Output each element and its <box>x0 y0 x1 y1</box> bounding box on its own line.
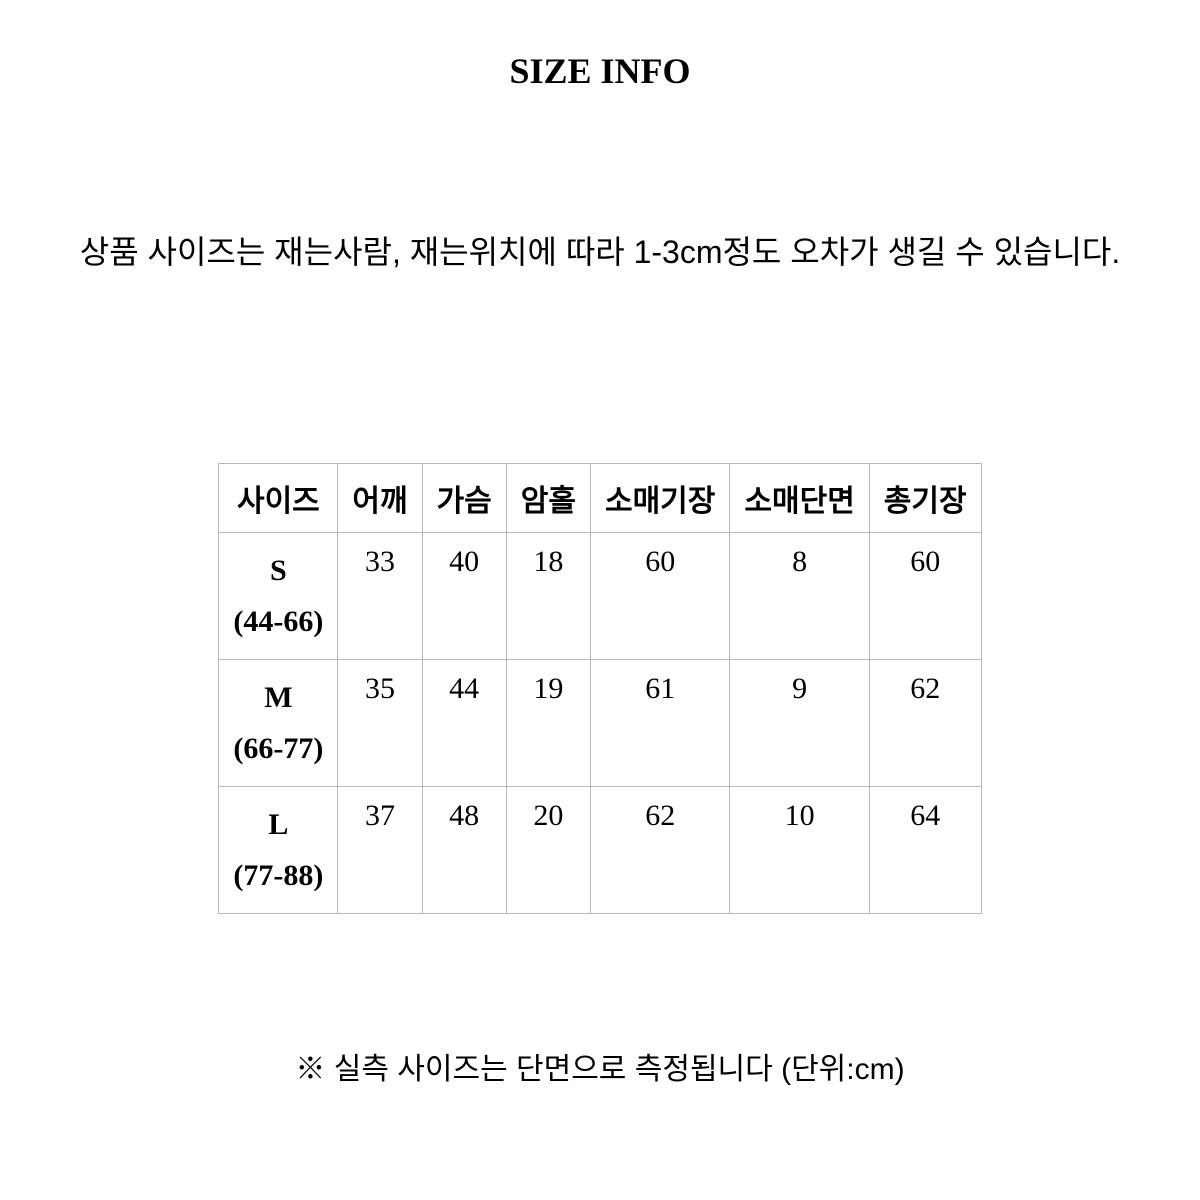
size-cell: S (44-66) <box>219 532 338 659</box>
table-row: S (44-66) 33 40 18 60 8 60 <box>219 532 981 659</box>
column-header-chest: 가슴 <box>422 463 506 532</box>
cell-value: 61 <box>590 659 729 786</box>
size-cell: L (77-88) <box>219 786 338 913</box>
cell-value: 64 <box>869 786 981 913</box>
cell-value: 40 <box>422 532 506 659</box>
cell-value: 33 <box>338 532 422 659</box>
cell-value: 62 <box>869 659 981 786</box>
cell-value: 44 <box>422 659 506 786</box>
column-header-sleeve-width: 소매단면 <box>730 463 869 532</box>
size-table: 사이즈 어깨 가슴 암홀 소매기장 소매단면 총기장 S (44-66) 33 … <box>218 463 981 914</box>
footnote-text: ※ 실측 사이즈는 단면으로 측정됩니다 (단위:cm) <box>50 1044 1150 1088</box>
cell-value: 62 <box>590 786 729 913</box>
cell-value: 37 <box>338 786 422 913</box>
cell-value: 18 <box>506 532 590 659</box>
table-row: M (66-77) 35 44 19 61 9 62 <box>219 659 981 786</box>
column-header-size: 사이즈 <box>219 463 338 532</box>
column-header-total-length: 총기장 <box>869 463 981 532</box>
cell-value: 60 <box>590 532 729 659</box>
cell-value: 35 <box>338 659 422 786</box>
table-header-row: 사이즈 어깨 가슴 암홀 소매기장 소매단면 총기장 <box>219 463 981 532</box>
table-row: L (77-88) 37 48 20 62 10 64 <box>219 786 981 913</box>
table-container: 사이즈 어깨 가슴 암홀 소매기장 소매단면 총기장 S (44-66) 33 … <box>50 463 1150 914</box>
size-range: (66-77) <box>233 732 323 765</box>
size-cell: M (66-77) <box>219 659 338 786</box>
cell-value: 10 <box>730 786 869 913</box>
size-range: (77-88) <box>233 859 323 892</box>
column-header-shoulder: 어깨 <box>338 463 422 532</box>
size-letter: L <box>268 808 288 841</box>
cell-value: 48 <box>422 786 506 913</box>
cell-value: 9 <box>730 659 869 786</box>
cell-value: 8 <box>730 532 869 659</box>
page-title: SIZE INFO <box>50 50 1150 92</box>
cell-value: 19 <box>506 659 590 786</box>
column-header-armhole: 암홀 <box>506 463 590 532</box>
size-letter: M <box>264 681 292 714</box>
size-description: 상품 사이즈는 재는사람, 재는위치에 따라 1-3cm정도 오차가 생길 수 … <box>50 222 1150 283</box>
column-header-sleeve-length: 소매기장 <box>590 463 729 532</box>
size-letter: S <box>270 554 287 587</box>
cell-value: 20 <box>506 786 590 913</box>
cell-value: 60 <box>869 532 981 659</box>
size-range: (44-66) <box>233 605 323 638</box>
